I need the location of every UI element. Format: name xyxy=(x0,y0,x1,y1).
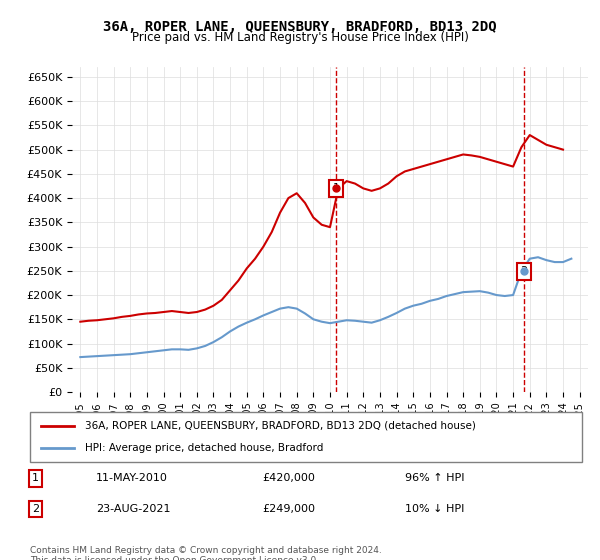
Text: £420,000: £420,000 xyxy=(262,473,315,483)
Text: 2: 2 xyxy=(32,504,39,514)
Text: 11-MAY-2010: 11-MAY-2010 xyxy=(96,473,168,483)
Text: Contains HM Land Registry data © Crown copyright and database right 2024.
This d: Contains HM Land Registry data © Crown c… xyxy=(30,546,382,560)
Text: 96% ↑ HPI: 96% ↑ HPI xyxy=(406,473,465,483)
Text: 23-AUG-2021: 23-AUG-2021 xyxy=(96,504,171,514)
Text: £249,000: £249,000 xyxy=(262,504,315,514)
Text: 1: 1 xyxy=(332,183,340,193)
Text: 36A, ROPER LANE, QUEENSBURY, BRADFORD, BD13 2DQ: 36A, ROPER LANE, QUEENSBURY, BRADFORD, B… xyxy=(103,20,497,34)
Text: 1: 1 xyxy=(32,473,39,483)
Text: 2: 2 xyxy=(520,267,527,276)
FancyBboxPatch shape xyxy=(30,412,582,462)
Text: HPI: Average price, detached house, Bradford: HPI: Average price, detached house, Brad… xyxy=(85,443,323,453)
Text: Price paid vs. HM Land Registry's House Price Index (HPI): Price paid vs. HM Land Registry's House … xyxy=(131,31,469,44)
Text: 36A, ROPER LANE, QUEENSBURY, BRADFORD, BD13 2DQ (detached house): 36A, ROPER LANE, QUEENSBURY, BRADFORD, B… xyxy=(85,421,476,431)
Text: 10% ↓ HPI: 10% ↓ HPI xyxy=(406,504,465,514)
